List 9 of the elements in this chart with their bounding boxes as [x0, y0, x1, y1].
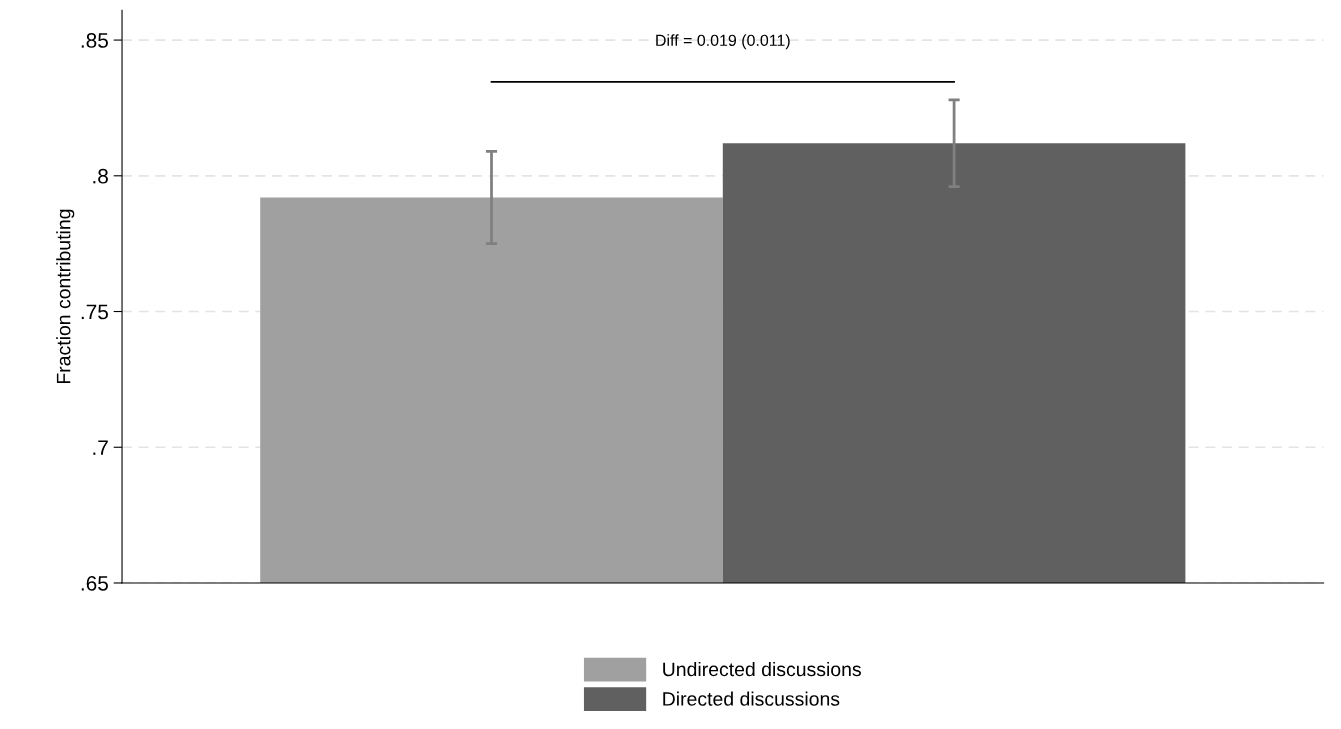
y-tick-label: .7: [93, 440, 108, 455]
y-tick-label: .75: [81, 304, 108, 320]
y-tick-label: .65: [81, 575, 108, 591]
y-tick-label: .8: [93, 168, 108, 184]
legend-label: Undirected discussions: [663, 661, 861, 677]
annotation: Diff = 0.019 (0.011): [656, 34, 790, 50]
y-axis-title: Fraction contributing: [56, 209, 75, 384]
legend-label: Directed discussions: [663, 691, 840, 706]
y-tick-label: .85: [81, 33, 108, 48]
